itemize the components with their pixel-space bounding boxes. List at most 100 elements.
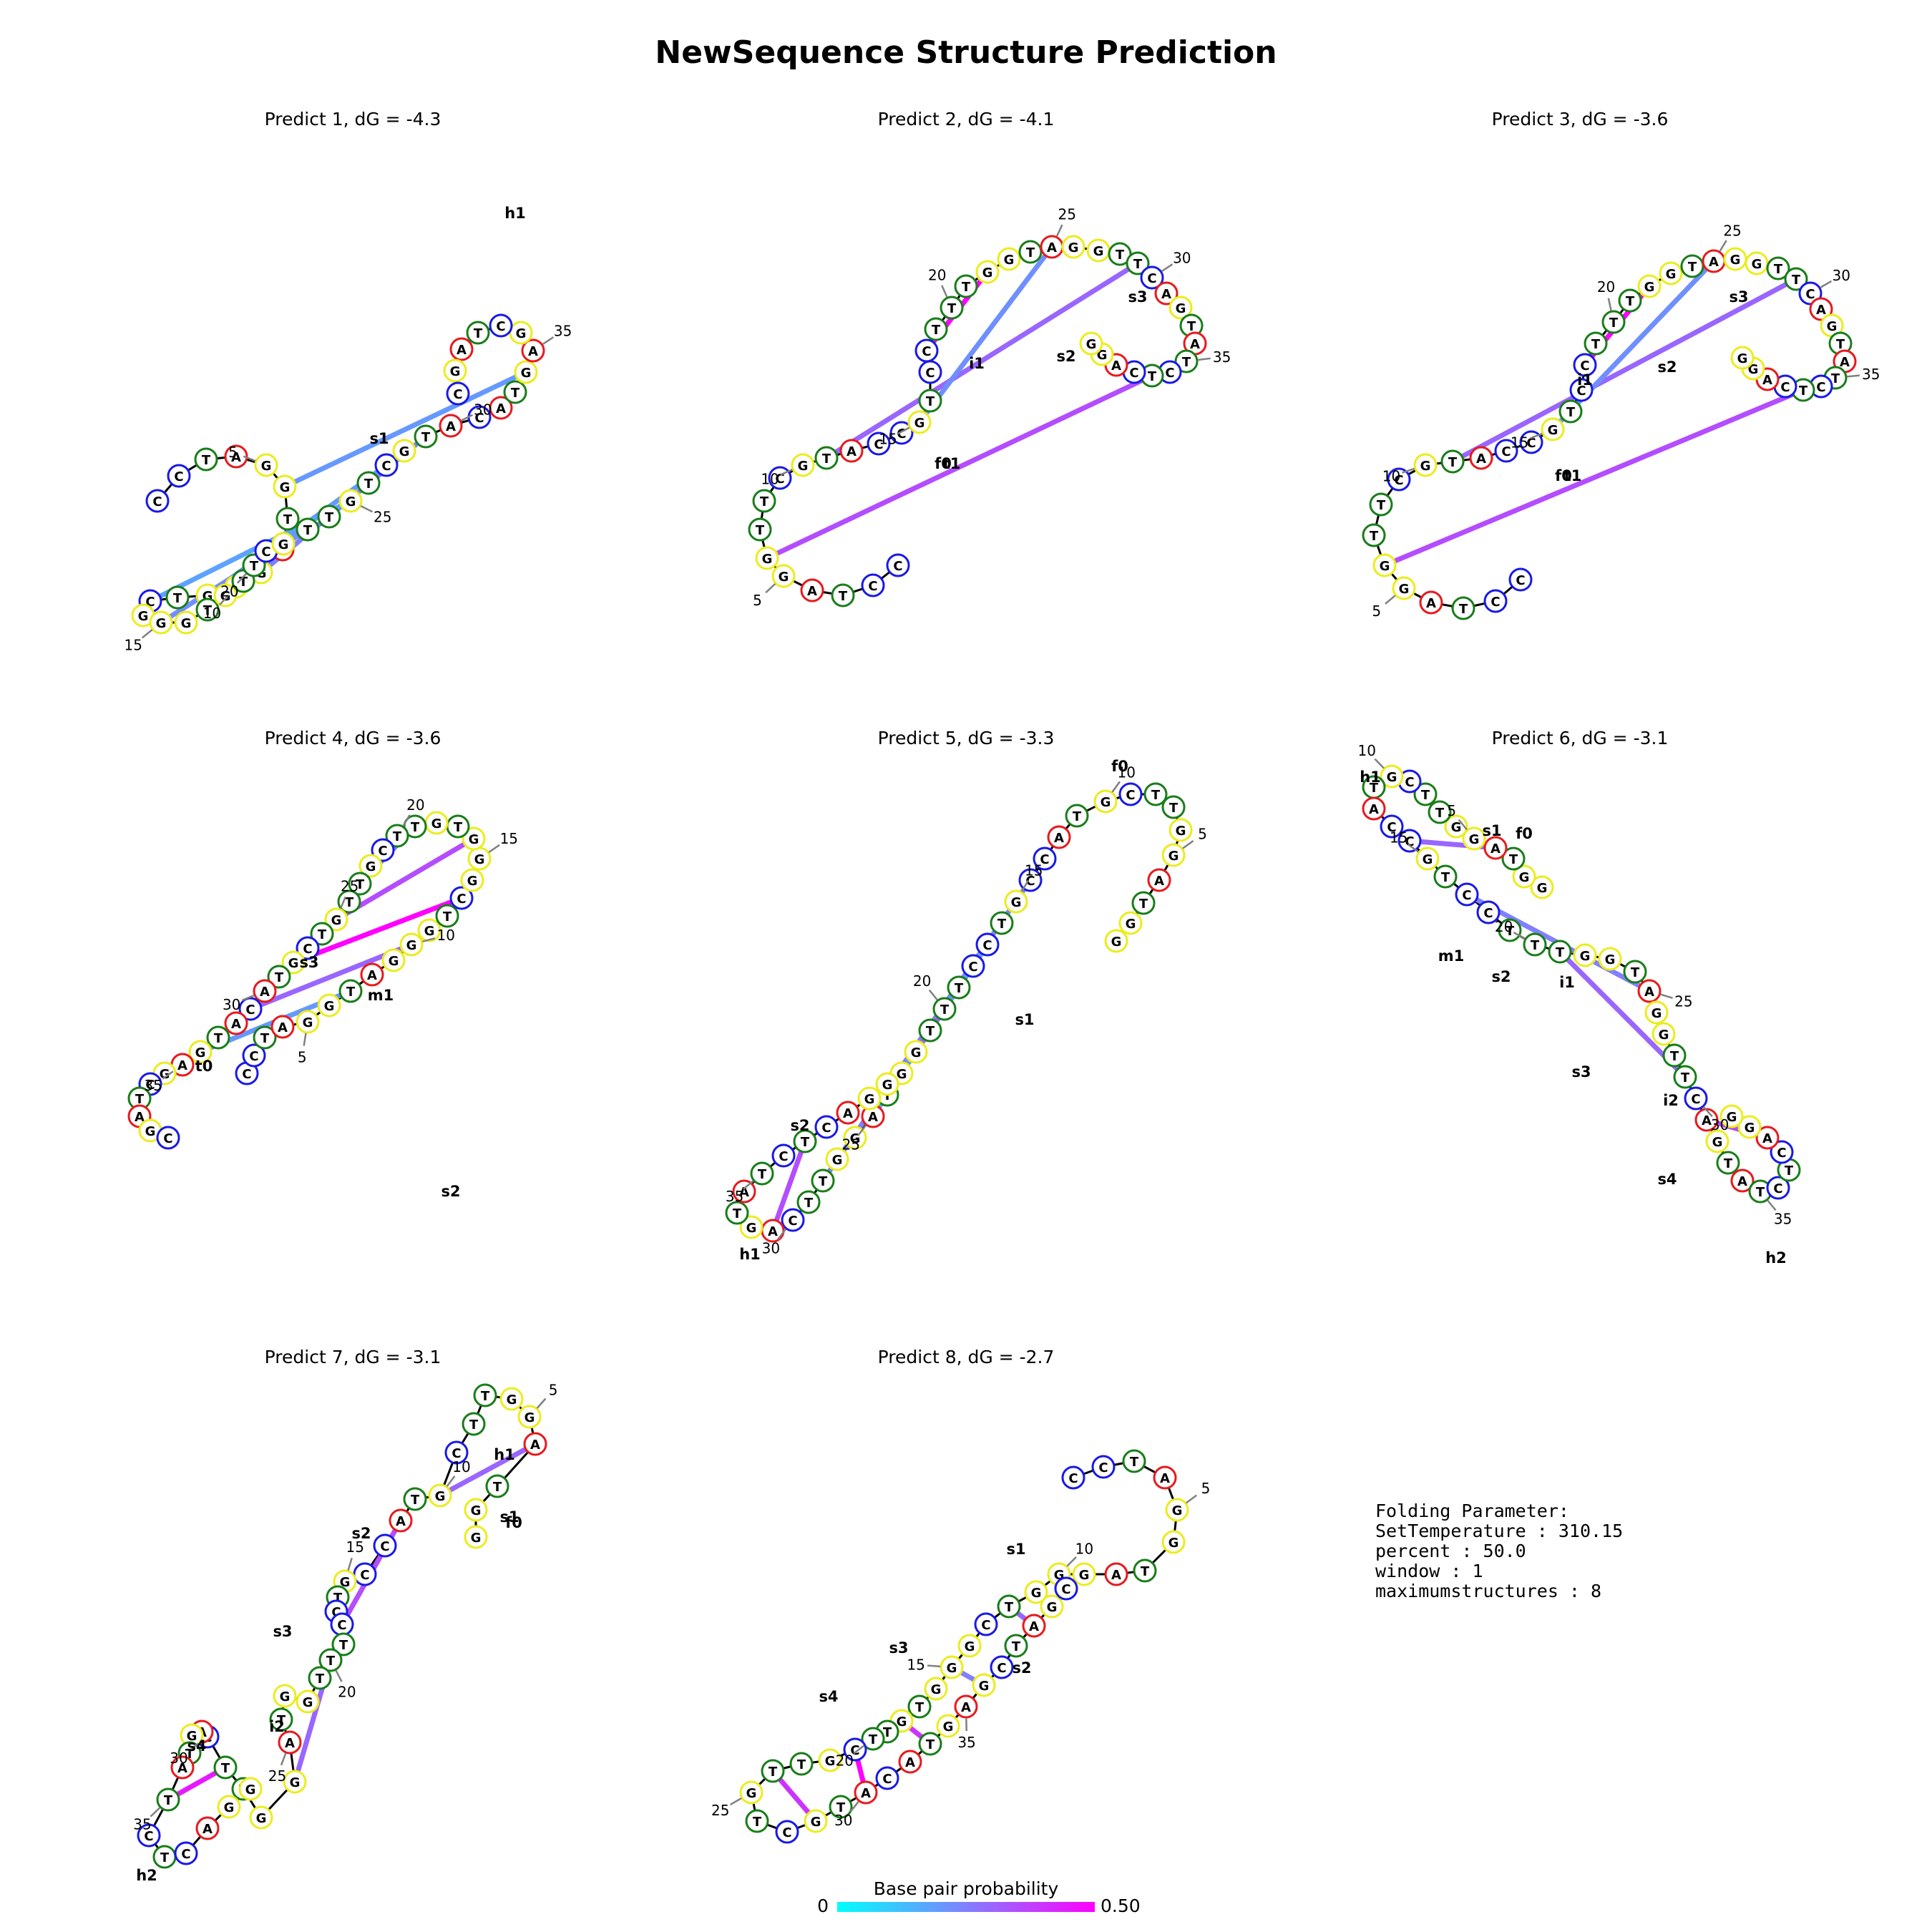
nucleotide-letter: C — [1491, 595, 1500, 610]
nucleotide: A — [839, 439, 864, 463]
nucleotide-circle — [1169, 818, 1193, 842]
nucleotide-circle — [739, 1780, 763, 1805]
nucleotide-letter: T — [1756, 1185, 1765, 1200]
nucleotide: A — [861, 1104, 885, 1128]
loop-label: i2 — [1663, 1092, 1679, 1109]
nucleotide-circle — [1483, 589, 1508, 613]
loop-label: s3 — [1128, 288, 1147, 306]
nucleotide-letter: T — [1459, 602, 1468, 617]
nucleotide-circle — [861, 573, 885, 597]
nucleotide-letter: C — [1068, 1471, 1078, 1486]
param-line-0: Folding Parameter: — [1375, 1501, 1569, 1521]
nucleotide-circle — [296, 936, 320, 960]
nucleotide: G — [317, 993, 341, 1018]
nucleotide-letter: C — [1040, 852, 1049, 867]
nucleotide: C — [1033, 847, 1057, 871]
nucleotide: T — [1601, 310, 1626, 334]
nucleotide-circle — [1072, 1562, 1096, 1586]
nucleotide-letter: T — [1509, 852, 1518, 867]
nucleotide-letter: T — [345, 895, 354, 910]
nucleotide-circle — [957, 1634, 982, 1658]
nucleotide-letter: T — [318, 927, 327, 942]
nucleotide-circle — [392, 439, 416, 463]
nucleotide-circle — [270, 1015, 295, 1039]
nucleotide-circle — [836, 1101, 860, 1125]
nucleotide: A — [489, 396, 513, 420]
position-tick — [1846, 374, 1860, 378]
nucleotide-letter: G — [288, 956, 299, 971]
position-tick — [280, 1752, 287, 1766]
nucleotide-letter: A — [843, 1106, 853, 1121]
nucleotide: T — [127, 1086, 152, 1111]
nucleotide: C — [238, 997, 263, 1021]
nucleotide-letter: C — [882, 1772, 892, 1787]
nucleotide: T — [152, 1845, 177, 1869]
nucleotide: A — [521, 338, 545, 363]
nucleotide-circle — [1392, 576, 1416, 600]
nucleotide-circle — [348, 872, 372, 896]
nucleotide: G — [1573, 943, 1597, 967]
structure-panels: Predict 1, dG = -4.3CCTAGGTAGGGTCGGGTGTT… — [125, 109, 1880, 1884]
nucleotide-letter: G — [1712, 1135, 1723, 1150]
nucleotide: A — [1809, 297, 1833, 321]
nucleotide-circle — [170, 1755, 195, 1780]
nucleotide: C — [137, 1823, 161, 1848]
nucleotide: C — [1573, 353, 1597, 377]
nucleotide-circle — [1079, 331, 1103, 356]
nucleotide-letter: G — [1752, 257, 1762, 272]
nucleotide-circle — [1558, 399, 1583, 424]
nucleotide-letter: C — [850, 1743, 859, 1758]
nucleotide: A — [954, 1694, 978, 1719]
nucleotide-circle — [254, 453, 278, 477]
nucleotide-letter: T — [135, 1092, 145, 1107]
nucleotide-circle — [1380, 764, 1404, 789]
nucleotide-letter: T — [760, 494, 769, 509]
nucleotide: T — [1791, 378, 1815, 402]
nucleotide: A — [1702, 249, 1726, 273]
nucleotide-circle — [1024, 1580, 1048, 1604]
panel-title: Predict 4, dG = -3.6 — [265, 728, 441, 748]
nucleotide-letter: T — [1799, 384, 1808, 399]
nucleotide: T — [1161, 795, 1186, 819]
nucleotide-letter: G — [280, 480, 291, 495]
nucleotide-letter: T — [356, 877, 365, 892]
nucleotide-letter: G — [1004, 253, 1015, 268]
nucleotide-circle — [761, 1759, 785, 1783]
nucleotide-letter: C — [1126, 788, 1135, 803]
nucleotide-letter: C — [1773, 1181, 1782, 1196]
nucleotide-letter: G — [187, 1729, 197, 1744]
structure-panel-1: Predict 1, dG = -4.3CCTAGGTAGGGTCGGGTGTT… — [125, 109, 572, 654]
position-tick — [488, 844, 500, 854]
nucleotide: G — [174, 610, 198, 635]
nucleotide-circle — [843, 1737, 867, 1762]
nucleotide-circle — [1637, 979, 1662, 1003]
nucleotide-letter: T — [221, 1761, 230, 1776]
nucleotide: T — [1716, 1151, 1740, 1175]
nucleotide-letter: C — [868, 579, 877, 594]
loop-label: s3 — [299, 954, 318, 971]
nucleotide: G — [804, 1809, 828, 1833]
nucleotide-letter: T — [364, 477, 374, 492]
nucleotide: T — [503, 380, 527, 404]
nucleotide: T — [1784, 267, 1808, 291]
position-number: 25 — [711, 1802, 729, 1819]
nucleotide: G — [997, 247, 1021, 271]
nucleotide: T — [997, 1594, 1021, 1619]
base-pair-line — [439, 1441, 537, 1498]
nucleotide-letter: T — [469, 1418, 479, 1433]
backbone-line — [736, 793, 1182, 1232]
nucleotide-letter: T — [1141, 1564, 1150, 1579]
position-tick — [857, 1124, 867, 1136]
structure-panel-6: Predict 6, dG = -3.1GGTAGGTTCGTACCGTCCTT… — [1357, 728, 1801, 1267]
position-tick — [1702, 1106, 1713, 1118]
nucleotide: A — [170, 1053, 195, 1077]
nucleotide: C — [373, 1533, 397, 1558]
position-tick — [542, 336, 555, 346]
nucleotide: G — [1737, 1115, 1762, 1139]
nucleotide-letter: G — [290, 1775, 301, 1790]
position-number: 30 — [1711, 1116, 1729, 1133]
nucleotide-circle — [489, 396, 513, 420]
nucleotide-circle — [1440, 449, 1465, 474]
nucleotide: A — [1047, 825, 1071, 849]
nucleotide: G — [1512, 864, 1536, 889]
